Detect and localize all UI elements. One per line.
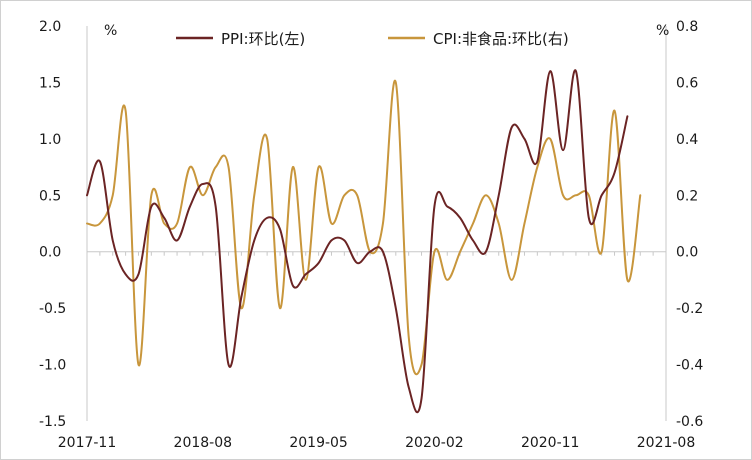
left-tick-label: -1.0 xyxy=(39,358,66,374)
x-tick-label: 2017-11 xyxy=(58,435,117,451)
left-tick-label: -1.5 xyxy=(39,414,66,430)
series-layer xyxy=(86,69,642,414)
right-tick-label: 0.2 xyxy=(676,188,698,204)
right-tick-label: -0.4 xyxy=(676,358,703,374)
x-tick-label: 2020-11 xyxy=(521,435,580,451)
right-tick-label: -0.6 xyxy=(676,414,703,430)
legend-label-cpi: CPI:非食品:环比(右) xyxy=(433,30,569,48)
legend-label-ppi: PPI:环比(左) xyxy=(221,30,305,48)
left-tick-label: 1.0 xyxy=(39,132,61,148)
right-tick-label: 0.0 xyxy=(676,245,698,261)
x-tick-label: 2018-08 xyxy=(174,435,233,451)
legend: PPI:环比(左) CPI:非食品:环比(右) xyxy=(176,30,569,48)
left-axis-unit: % xyxy=(104,23,117,39)
x-tick-label: 2020-02 xyxy=(405,435,464,451)
left-tick-label: 0.5 xyxy=(39,188,61,204)
right-axis-unit: % xyxy=(656,23,669,39)
right-tick-label: -0.2 xyxy=(676,301,703,317)
x-tick-label: 2019-05 xyxy=(289,435,348,451)
series-line-cpi-nonfood xyxy=(86,79,642,376)
left-tick-label: 2.0 xyxy=(39,19,61,35)
right-tick-label: 0.6 xyxy=(676,75,698,91)
left-tick-label: -0.5 xyxy=(39,301,66,317)
right-tick-label: 0.4 xyxy=(676,132,698,148)
left-tick-label: 0.0 xyxy=(39,245,61,261)
right-tick-label: 0.8 xyxy=(676,19,698,35)
x-tick-label: 2021-08 xyxy=(637,435,696,451)
axes: -1.5 -1.0 -0.5 0.0 0.5 1.0 1.5 2.0 -0.6 -0.4 -0.2 0… xyxy=(39,19,703,451)
left-tick-label: 1.5 xyxy=(39,75,61,91)
series-line-ppi xyxy=(86,69,629,414)
